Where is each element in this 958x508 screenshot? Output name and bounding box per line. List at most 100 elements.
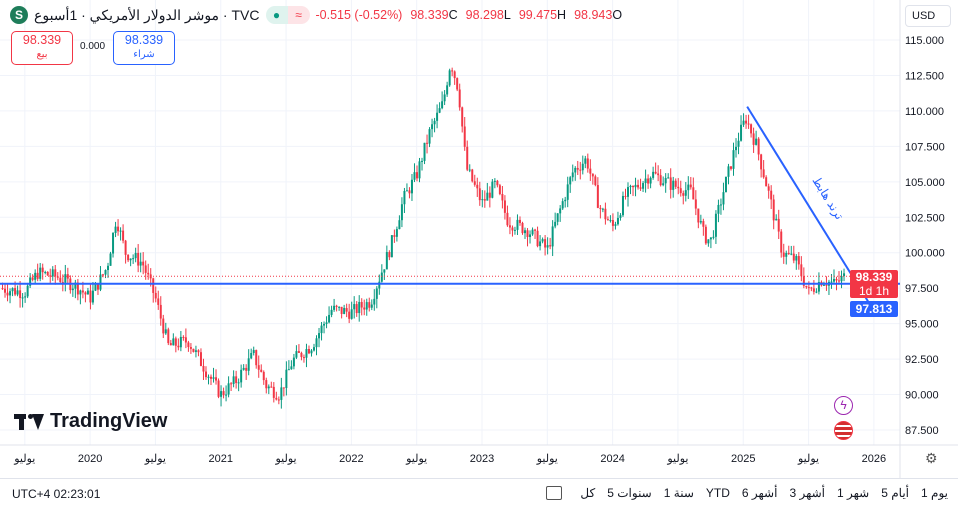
candle-body: [674, 180, 677, 187]
candle-body: [802, 276, 805, 286]
candle-body: [724, 176, 727, 193]
sell-button[interactable]: 98.339 بيع: [11, 31, 73, 65]
candle-body: [378, 281, 381, 289]
range-tab[interactable]: 1 شهر: [837, 486, 870, 500]
candle-body: [463, 126, 466, 147]
candle-body: [86, 290, 89, 295]
candle-body: [338, 306, 341, 308]
range-tab[interactable]: 5 سنوات: [607, 486, 652, 500]
candle-body: [719, 204, 722, 206]
candle-body: [704, 226, 707, 244]
candle-body: [521, 222, 524, 234]
candle-body: [9, 291, 12, 296]
candle-body: [222, 391, 225, 396]
candle-body: [375, 288, 378, 299]
candle-body: [642, 183, 645, 189]
timezone-clock[interactable]: UTC+4 02:23:01: [12, 487, 101, 501]
range-tab[interactable]: 5 أيام: [881, 486, 910, 500]
candle-body: [657, 173, 660, 176]
candle-body: [252, 350, 255, 353]
range-tab[interactable]: 1 يوم: [921, 486, 948, 500]
candle-body: [810, 287, 813, 289]
candle-body: [162, 318, 165, 334]
candle-body: [571, 172, 574, 178]
dollar-logo-icon: S: [10, 6, 28, 24]
candle-body: [441, 101, 444, 109]
x-tick-label: 2024: [600, 453, 624, 465]
currency-selector[interactable]: USD: [905, 5, 951, 27]
candle-body: [765, 177, 768, 187]
candle-body: [225, 394, 228, 396]
candle-body: [518, 219, 521, 223]
candle-body: [237, 382, 240, 384]
symbol-title[interactable]: موشر الدولار الأمريكي · 1أسبوع · TVC: [34, 6, 260, 23]
candle-body: [79, 290, 82, 295]
candle-body: [174, 338, 177, 346]
candle-body: [272, 386, 275, 398]
candle-body: [501, 194, 504, 201]
candle-body: [202, 365, 205, 372]
candle-body: [398, 220, 401, 230]
candle-body: [616, 217, 619, 225]
candle-body: [697, 208, 700, 223]
bottom-toolbar: UTC+4 02:23:01 كل 5 سنوات 1 سنة YTD 6 أش…: [0, 478, 958, 508]
candle-body: [787, 252, 790, 254]
candle-body: [639, 187, 642, 189]
candle-body: [220, 391, 223, 397]
candle-body: [350, 309, 353, 319]
range-tab[interactable]: كل: [580, 486, 596, 500]
candle-body: [664, 177, 667, 184]
candle-body: [624, 195, 627, 197]
buy-button[interactable]: 98.339 شراء: [113, 31, 175, 65]
candle-body: [835, 279, 838, 281]
date-range-calendar-icon[interactable]: [546, 486, 563, 500]
candle-body: [752, 133, 755, 145]
candle-body: [262, 371, 265, 381]
lightning-event-icon[interactable]: ϟ: [834, 396, 853, 415]
candle-body: [76, 282, 79, 295]
candle-body: [330, 309, 333, 315]
candle-body: [187, 342, 190, 348]
candle-body: [619, 215, 622, 218]
candle-body: [672, 180, 675, 190]
y-tick-label: 105.000: [905, 177, 945, 189]
candle-body: [750, 124, 753, 134]
candle-body: [503, 200, 506, 213]
price-chart[interactable]: 115.000 112.500 110.000 107.500 105.000 102.5…: [0, 0, 958, 478]
candle-body: [566, 184, 569, 200]
us-flag-event-icon[interactable]: [834, 421, 853, 440]
candle-body: [498, 185, 501, 195]
candle-body: [310, 350, 313, 354]
range-tab[interactable]: 1 سنة: [663, 486, 694, 500]
candle-body: [164, 329, 167, 334]
candle-body: [596, 185, 599, 208]
market-status[interactable]: ● ≈: [265, 6, 310, 24]
low-value: 98.298L: [465, 8, 511, 22]
candle-body: [737, 140, 740, 147]
settings-gear-icon[interactable]: ⚙: [925, 450, 938, 466]
range-tab[interactable]: 3 أشهر: [789, 486, 825, 500]
candle-body: [142, 261, 145, 266]
candle-body: [682, 193, 685, 196]
range-tab[interactable]: YTD: [705, 486, 730, 500]
candle-body: [544, 239, 547, 248]
candle-body: [694, 199, 697, 209]
candle-body: [61, 281, 64, 283]
candle-body: [71, 288, 74, 291]
candle-body: [122, 230, 125, 241]
x-tick-label: يوليو: [144, 453, 166, 465]
candle-body: [99, 274, 102, 290]
candle-body: [825, 284, 828, 286]
candle-body: [212, 377, 215, 379]
candle-body: [333, 305, 336, 310]
candle-body: [576, 167, 579, 170]
candle-body: [315, 338, 318, 348]
candle-body: [486, 192, 489, 201]
last-price-tag: 98.339 1d 1h: [850, 270, 898, 298]
range-tab[interactable]: 6 أشهر: [741, 486, 778, 500]
candle-body: [112, 232, 115, 254]
candle-body: [4, 288, 7, 293]
candle-body: [184, 337, 187, 343]
candle-body: [54, 269, 57, 277]
candle-body: [488, 192, 491, 198]
